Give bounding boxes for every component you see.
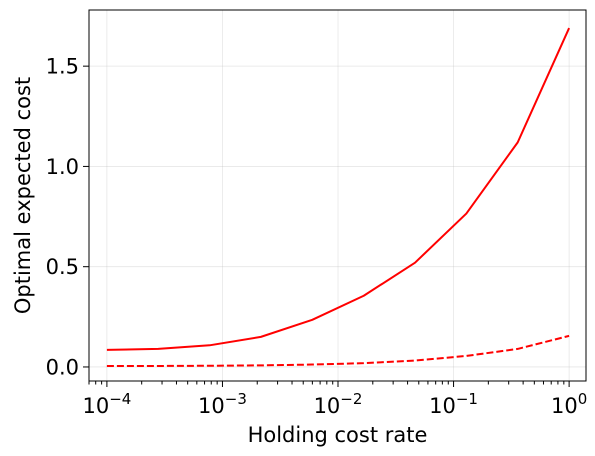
y-tick-label: 1.0 — [46, 155, 79, 179]
y-tick-label: 0.5 — [46, 255, 79, 279]
grid — [89, 10, 586, 381]
plot-frame — [88, 9, 587, 382]
x-tick-label: 10−3 — [198, 390, 247, 418]
x-tick-label: 10−1 — [429, 390, 478, 418]
series-group — [106, 27, 571, 367]
x-tick-label: 10−2 — [314, 390, 363, 418]
y-tick-label: 1.5 — [46, 55, 79, 79]
series-line-solid — [106, 27, 571, 351]
series-line-dashed — [106, 334, 570, 367]
x-axis-label: Holding cost rate — [248, 423, 428, 447]
x-tick-label: 100 — [551, 390, 587, 418]
y-axis-label: Optimal expected cost — [11, 77, 35, 314]
y-tick-label: 0.0 — [46, 355, 79, 379]
y-axis: 0.0 0.5 1.0 1.5 — [46, 55, 89, 379]
x-axis: 10−4 10−3 10−2 10−1 100 — [82, 381, 587, 418]
x-tick-label: 10−4 — [82, 390, 131, 418]
